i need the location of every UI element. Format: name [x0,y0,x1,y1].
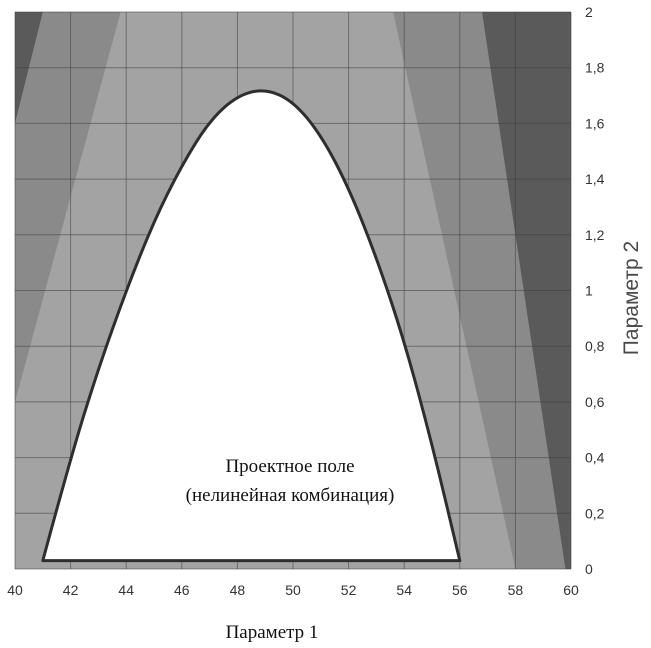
x-axis-label: Параметр 1 [226,622,319,643]
x-tick-label: 46 [174,582,190,598]
y-tick-label: 1,6 [585,115,605,131]
x-tick-label: 56 [452,582,468,598]
y-tick-label: 0 [585,561,593,577]
y-tick-label: 0,6 [585,394,605,410]
x-ticks: 40 42 44 46 48 50 52 54 56 58 60 [7,582,579,598]
y-tick-label: 1,4 [585,171,605,187]
y-tick-label: 1,8 [585,60,605,76]
y-tick-label: 0,4 [585,450,605,466]
y-tick-label: 1 [585,283,593,299]
x-tick-label: 50 [285,582,301,598]
x-tick-label: 52 [341,582,357,598]
feasible-region [41,89,462,563]
y-tick-label: 0,2 [585,505,605,521]
x-tick-label: 58 [508,582,524,598]
y-tick-label: 1,2 [585,227,605,243]
annotation-line-1: Проектное поле [225,456,354,477]
x-tick-label: 40 [7,582,23,598]
y-tick-label: 2 [585,4,593,20]
y-ticks: 0 0,2 0,4 0,6 0,8 1 1,2 1,4 1,6 1,8 2 [585,4,605,577]
x-tick-label: 48 [230,582,246,598]
y-axis-label: Параметр 2 [620,241,643,355]
x-tick-label: 42 [63,582,79,598]
annotation-line-2: (нелинейная комбинация) [186,485,395,506]
x-tick-label: 60 [563,582,579,598]
y-tick-label: 0,8 [585,338,605,354]
plot-area [14,11,572,570]
x-tick-label: 54 [396,582,412,598]
x-tick-label: 44 [118,582,134,598]
